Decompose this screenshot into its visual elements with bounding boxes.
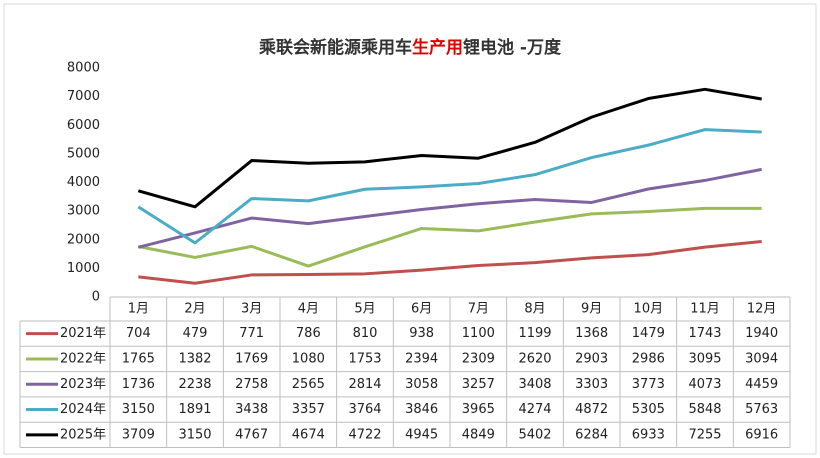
- legend-label: 2024年: [60, 402, 106, 417]
- series-line: [138, 206, 762, 268]
- x-tick-label: 11月: [690, 302, 720, 317]
- series-line: [137, 128, 762, 245]
- series-line: [138, 239, 762, 285]
- table-value: 786: [296, 326, 321, 341]
- chart-frame: [3, 3, 817, 455]
- legend-label: 2021年: [60, 326, 106, 341]
- table-value: 1891: [178, 402, 211, 417]
- table-value: 1765: [122, 351, 155, 366]
- table-value: 2238: [178, 377, 211, 392]
- table-value: 1736: [122, 377, 155, 392]
- chart-title: 乘联会新能源乘用车生产用锂电池 -万度: [258, 37, 562, 58]
- table-value: 4274: [518, 402, 551, 417]
- table-value: 4459: [745, 377, 778, 392]
- table-value: 2309: [462, 351, 495, 366]
- x-tick-label: 12月: [747, 302, 777, 317]
- table-value: 938: [409, 326, 434, 341]
- table-value: 5763: [745, 402, 778, 417]
- table-value: 1199: [518, 326, 551, 341]
- y-tick-label: 3000: [67, 204, 100, 219]
- x-tick-label: 5月: [354, 302, 375, 317]
- title-part: 生产用: [412, 37, 463, 58]
- table-value: 479: [183, 326, 208, 341]
- table-value: 2814: [348, 377, 381, 392]
- table-value: 2620: [518, 351, 551, 366]
- x-tick-label: 1月: [128, 302, 149, 317]
- y-tick-label: 1000: [67, 261, 100, 276]
- table-value: 3773: [632, 377, 665, 392]
- table-value: 4945: [405, 427, 438, 442]
- table-value: 7255: [688, 427, 721, 442]
- table-value: 1368: [575, 326, 608, 341]
- table-value: 4849: [462, 427, 495, 442]
- table-value: 3095: [688, 351, 721, 366]
- x-tick-label: 4月: [298, 302, 319, 317]
- x-tick-label: 3月: [241, 302, 262, 317]
- table-value: 4073: [688, 377, 721, 392]
- title-part: 乘联会新能源乘用车: [258, 37, 412, 58]
- table-value: 1743: [688, 326, 721, 341]
- table-value: 3150: [178, 427, 211, 442]
- table-value: 3094: [745, 351, 778, 366]
- table-value: 1382: [178, 351, 211, 366]
- x-tick-label: 2月: [184, 302, 205, 317]
- table-value: 3764: [348, 402, 381, 417]
- table-value: 3965: [462, 402, 495, 417]
- x-tick-label: 8月: [524, 302, 545, 317]
- legend-label: 2022年: [60, 351, 106, 366]
- table-value: 3846: [405, 402, 438, 417]
- y-tick-label: 4000: [67, 175, 100, 190]
- x-tick-label: 9月: [581, 302, 602, 317]
- table-value: 4767: [235, 427, 268, 442]
- table-value: 2394: [405, 351, 438, 366]
- table-value: 1753: [348, 351, 381, 366]
- table-value: 2758: [235, 377, 268, 392]
- table-value: 704: [126, 326, 151, 341]
- table-value: 3058: [405, 377, 438, 392]
- x-tick-label: 6月: [411, 302, 432, 317]
- table-value: 3257: [462, 377, 495, 392]
- table-value: 3150: [122, 402, 155, 417]
- table-value: 771: [239, 326, 264, 341]
- series-line: [137, 87, 762, 209]
- table-value: 3408: [518, 377, 551, 392]
- legend-label: 2023年: [60, 377, 106, 392]
- table-value: 2565: [292, 377, 325, 392]
- table-value: 1479: [632, 326, 665, 341]
- table-value: 6284: [575, 427, 608, 442]
- table-value: 5305: [632, 402, 665, 417]
- y-tick-label: 5000: [67, 146, 100, 161]
- table-value: 810: [353, 326, 378, 341]
- table-value: 5402: [518, 427, 551, 442]
- x-tick-label: 10月: [634, 302, 664, 317]
- y-tick-label: 6000: [67, 118, 100, 133]
- table-value: 2903: [575, 351, 608, 366]
- table-value: 3303: [575, 377, 608, 392]
- table-value: 6916: [745, 427, 778, 442]
- table-value: 1080: [292, 351, 325, 366]
- table-value: 3709: [122, 427, 155, 442]
- series-line: [137, 167, 762, 249]
- y-tick-label: 8000: [67, 61, 100, 76]
- table-value: 3357: [292, 402, 325, 417]
- table-value: 2986: [632, 351, 665, 366]
- table-value: 6933: [632, 427, 665, 442]
- table-value: 4674: [292, 427, 325, 442]
- x-tick-label: 7月: [468, 302, 489, 317]
- table-value: 4872: [575, 402, 608, 417]
- y-tick-label: 0: [92, 290, 100, 305]
- title-part: 锂电池 -万度: [463, 37, 562, 58]
- y-tick-label: 7000: [67, 89, 100, 104]
- legend-label: 2025年: [60, 427, 106, 442]
- y-tick-label: 2000: [67, 232, 100, 247]
- table-value: 1940: [745, 326, 778, 341]
- table-value: 5848: [688, 402, 721, 417]
- table-value: 3438: [235, 402, 268, 417]
- table-value: 4722: [348, 427, 381, 442]
- table-value: 1769: [235, 351, 268, 366]
- table-value: 1100: [462, 326, 495, 341]
